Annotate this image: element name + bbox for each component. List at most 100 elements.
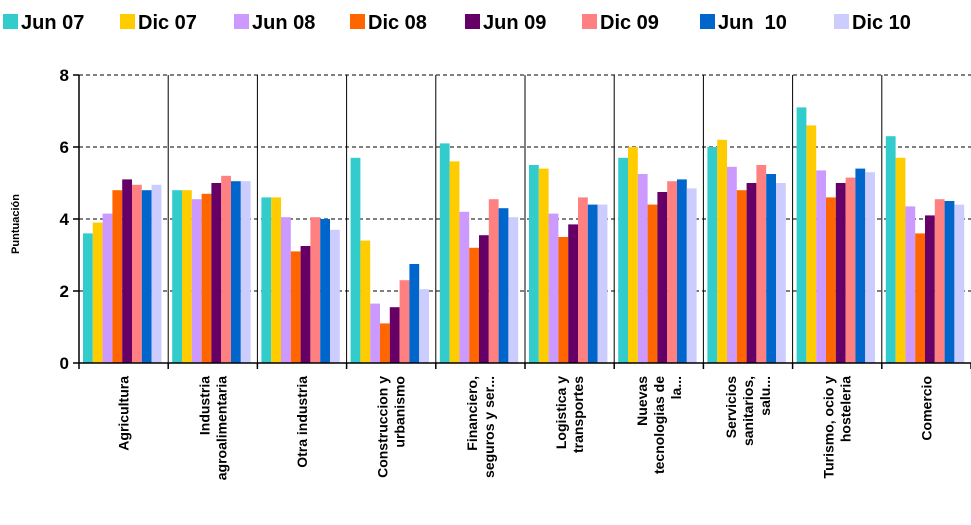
bar <box>399 280 410 363</box>
legend-label: Jun 09 <box>483 12 546 34</box>
x-tick-label-line: agroalimentaria <box>213 376 229 480</box>
bar <box>151 184 162 363</box>
x-tick-label-line: urbanismo <box>392 376 408 448</box>
bar <box>548 213 559 363</box>
bar <box>122 179 132 363</box>
bar <box>370 303 380 363</box>
x-tick-label: Financiero, seguros y ser... <box>464 376 497 478</box>
bar <box>459 211 470 363</box>
x-tick-label-line: Financiero, <box>464 376 480 451</box>
legend-item: Jun 10 <box>700 12 787 34</box>
x-tick-label: Otra industria <box>294 376 310 468</box>
bar <box>677 179 687 363</box>
x-tick-label-line: seguros y ser... <box>481 376 497 478</box>
x-axis: Agricultura Industria agroalimentaria Otra … <box>78 362 971 480</box>
x-tick-label-line: Industria <box>196 376 212 435</box>
x-tick-label: Industria agroalimentaria <box>196 376 229 480</box>
legend-swatch <box>3 14 18 29</box>
x-tick-label: Servicios sanitarios, salu... <box>723 376 773 446</box>
x-tick-label-line: la... <box>668 376 684 399</box>
bar <box>796 107 807 364</box>
bar <box>380 323 390 363</box>
bar <box>727 166 737 363</box>
bar <box>647 204 658 363</box>
bar <box>231 181 241 363</box>
legend-swatch <box>834 14 849 29</box>
legend-item: Dic 07 <box>120 12 197 34</box>
x-tick-label-line: tecnologias de <box>651 376 667 474</box>
bar <box>736 190 747 363</box>
bar <box>686 188 697 363</box>
x-tick-label-line: Servicios <box>723 376 739 438</box>
bar <box>667 181 677 363</box>
bar <box>855 168 866 363</box>
x-tick-label: Construccion y urbanismo <box>375 376 408 478</box>
x-tick-label: Turismo, ocio y hosteleria <box>821 376 854 479</box>
x-tick-label-line: transportes <box>570 376 586 453</box>
legend-item: Dic 09 <box>582 12 659 34</box>
bar <box>816 170 826 363</box>
x-tick-label: Agricultura <box>116 376 132 451</box>
y-tick-label: 4 <box>60 210 70 229</box>
bar <box>290 251 301 363</box>
bar <box>350 157 361 363</box>
bar <box>360 240 371 363</box>
bar <box>92 222 103 363</box>
bar <box>954 204 965 363</box>
bar <box>132 184 142 363</box>
legend-swatch <box>700 14 715 29</box>
bar <box>191 199 202 363</box>
bar <box>281 217 291 363</box>
bar <box>538 168 549 363</box>
x-tick-label-line: sanitarios, <box>740 376 756 446</box>
bar <box>637 174 648 363</box>
x-tick-label-line: Construccion y <box>375 376 391 478</box>
legend-item: Dic 08 <box>350 12 427 34</box>
x-tick-label: Comercio <box>918 376 934 441</box>
bar <box>587 204 598 363</box>
bar <box>529 165 539 363</box>
x-tick-label-line: salu... <box>757 376 773 416</box>
bar <box>409 264 420 363</box>
bar <box>182 190 192 363</box>
bar <box>261 197 272 363</box>
legend-label: Dic 07 <box>138 12 197 34</box>
y-tick-label: 0 <box>60 354 69 373</box>
legend-label: Jun 08 <box>252 12 315 34</box>
bar <box>895 157 906 363</box>
bar <box>419 289 429 363</box>
x-tick-label-line: Comercio <box>918 376 934 441</box>
bar <box>885 136 896 363</box>
bar <box>746 183 757 363</box>
bar <box>905 206 916 363</box>
bar <box>240 181 251 363</box>
bar <box>628 147 638 363</box>
bar <box>756 165 767 363</box>
legend-label: Jun 10 <box>718 12 787 34</box>
bar <box>657 192 668 363</box>
bar <box>469 247 479 363</box>
x-tick-label-line: Logistica y <box>553 376 569 449</box>
x-tick-label-line: hosteleria <box>838 376 854 442</box>
y-tick-label: 2 <box>60 282 69 301</box>
legend-label: Dic 08 <box>368 12 427 34</box>
bar <box>488 199 499 363</box>
bar <box>310 217 321 363</box>
legend-item: Jun 09 <box>465 12 546 34</box>
bar <box>300 246 311 363</box>
legend-swatch <box>465 14 480 29</box>
legend-swatch <box>120 14 135 29</box>
bar <box>389 307 400 363</box>
bar <box>776 183 786 363</box>
bar <box>221 175 231 363</box>
bar <box>439 143 450 363</box>
legend-item: Jun 07 <box>3 12 84 34</box>
bar <box>479 235 489 363</box>
legend-item: Jun 08 <box>234 12 315 34</box>
x-tick-label-line: Turismo, ocio y <box>821 376 837 479</box>
bar <box>320 219 330 363</box>
legend-label: Dic 09 <box>600 12 659 34</box>
bar <box>766 174 776 363</box>
bar <box>707 147 718 363</box>
legend-swatch <box>582 14 597 29</box>
